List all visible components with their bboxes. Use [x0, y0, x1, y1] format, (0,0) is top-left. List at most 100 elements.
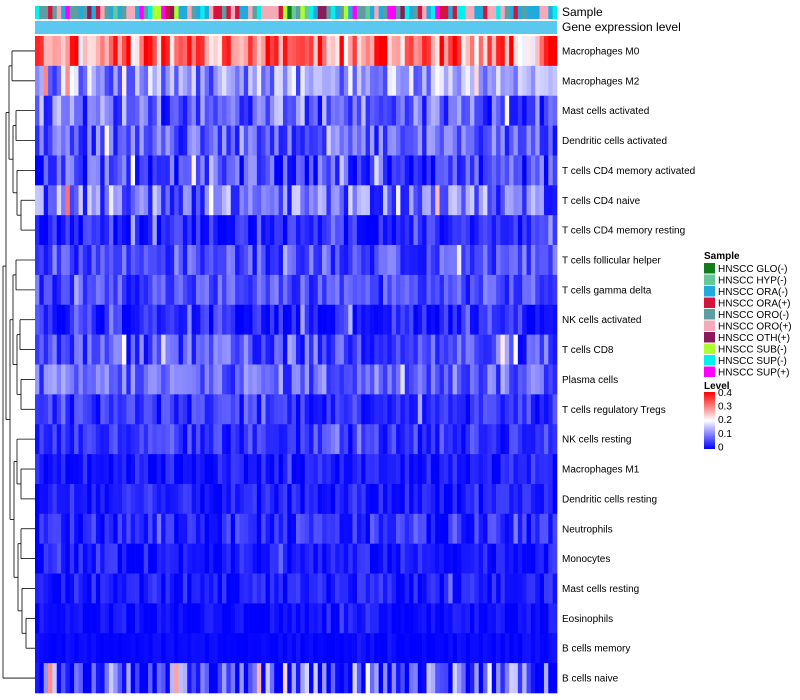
heatmap-cell: [535, 215, 540, 246]
heatmap-cell: [352, 364, 358, 395]
heatmap-cell: [161, 603, 166, 634]
heatmap-cell: [543, 543, 549, 574]
heatmap-cell: [135, 304, 140, 335]
heatmap-cell: [309, 603, 314, 634]
heatmap-cell: [174, 454, 179, 485]
heatmap-cell: [548, 483, 553, 515]
heatmap-cell: [43, 36, 49, 67]
heatmap-cell: [378, 125, 384, 156]
heatmap-cell: [291, 454, 297, 485]
heatmap-cell: [369, 65, 375, 97]
heatmap-cell: [552, 215, 558, 246]
heatmap-cell: [182, 304, 188, 335]
heatmap-cell: [74, 543, 79, 574]
heatmap-cell: [304, 215, 310, 246]
heatmap-cell: [526, 454, 532, 485]
heatmap-cell: [504, 543, 510, 574]
heatmap-cell: [48, 185, 53, 216]
heatmap-cell: [278, 424, 284, 455]
heatmap-cell: [439, 424, 445, 455]
heatmap-cell: [204, 304, 210, 335]
heatmap-cell: [326, 573, 332, 604]
heatmap-cell: [478, 424, 484, 455]
heatmap-cell: [104, 543, 110, 574]
heatmap-cell: [43, 334, 49, 365]
heatmap-cell: [65, 274, 71, 306]
heatmap-cell: [269, 334, 275, 365]
heatmap-cell: [113, 215, 118, 246]
heatmap-cell: [522, 304, 527, 335]
heatmap-cell: [95, 424, 101, 455]
heatmap-cell: [191, 543, 197, 574]
heatmap-cell: [374, 513, 379, 544]
heatmap-cell: [387, 95, 392, 126]
heatmap-cell: [496, 543, 501, 574]
sample-annotation-cell: [387, 6, 392, 19]
heatmap-cell: [448, 185, 453, 216]
heatmap-cell: [169, 543, 175, 574]
heatmap-cell: [161, 245, 166, 276]
heatmap-cell: [182, 95, 188, 126]
heatmap-cell: [113, 603, 118, 634]
heatmap-cell: [126, 633, 131, 664]
heatmap-cell: [108, 65, 114, 97]
heatmap-cell: [165, 513, 171, 544]
heatmap-cell: [517, 36, 523, 67]
heatmap-cell: [330, 95, 336, 126]
heatmap-cell: [95, 483, 101, 515]
heatmap-cell: [43, 454, 49, 485]
heatmap-cell: [48, 274, 53, 306]
expression-annotation-track: [35, 21, 557, 34]
heatmap-cell: [404, 633, 410, 664]
heatmap-cell: [165, 274, 171, 306]
heatmap-cell: [309, 125, 314, 156]
heatmap-cell: [152, 454, 158, 485]
heatmap-cell: [461, 125, 466, 156]
heatmap-cell: [122, 334, 127, 365]
heatmap-cell: [143, 573, 149, 604]
heatmap-cell: [156, 454, 162, 485]
heatmap-cell: [287, 633, 292, 664]
heatmap-cell: [165, 424, 171, 455]
heatmap-cell: [161, 513, 166, 544]
heatmap-cell: [291, 155, 297, 186]
heatmap-cell: [491, 65, 497, 97]
heatmap-cell: [470, 155, 475, 186]
heatmap-cell: [509, 454, 514, 485]
heatmap-cell: [100, 543, 105, 574]
heatmap-cell: [335, 95, 340, 126]
heatmap-cell: [278, 633, 284, 664]
heatmap-cell: [104, 454, 110, 485]
heatmap-cell: [209, 304, 214, 335]
heatmap-cell: [317, 394, 323, 425]
heatmap-cell: [309, 454, 314, 485]
heatmap-cell: [56, 155, 62, 186]
heatmap-cell: [217, 603, 223, 634]
heatmap-cell: [135, 603, 140, 634]
heatmap-cell: [152, 573, 158, 604]
heatmap-cell: [130, 543, 136, 574]
heatmap-cell: [182, 394, 188, 425]
heatmap-cell: [391, 394, 397, 425]
heatmap-cell: [108, 215, 114, 246]
heatmap-cell: [95, 603, 101, 634]
heatmap-cell: [100, 304, 105, 335]
heatmap-cell: [269, 603, 275, 634]
heatmap-cell: [535, 304, 540, 335]
heatmap-cell: [396, 663, 401, 694]
heatmap-cell: [195, 304, 201, 335]
heatmap-cell: [48, 245, 53, 276]
heatmap-cell: [443, 424, 449, 455]
heatmap-cell: [513, 394, 519, 425]
sample-annotation-cell: [152, 6, 158, 19]
heatmap-cell: [204, 603, 210, 634]
heatmap-cell: [522, 573, 527, 604]
heatmap-cell: [500, 36, 506, 67]
heatmap-cell: [478, 483, 484, 515]
heatmap-cell: [61, 95, 66, 126]
heatmap-cell: [235, 65, 240, 97]
heatmap-cell: [165, 65, 171, 97]
heatmap-cell: [456, 185, 462, 216]
heatmap-cell: [439, 543, 445, 574]
heatmap-cell: [300, 274, 305, 306]
